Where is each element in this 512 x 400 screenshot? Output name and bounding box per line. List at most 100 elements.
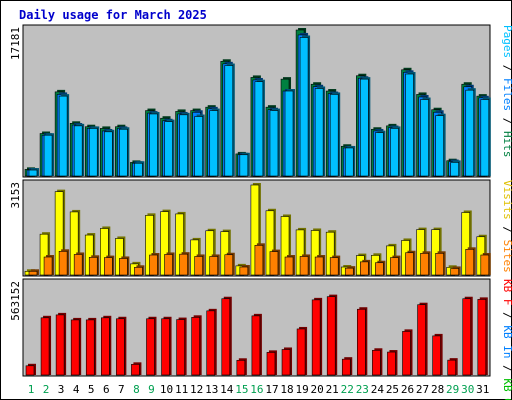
chart-title: Daily usage for March 2025 (19, 8, 207, 22)
bar-kbf (402, 329, 413, 376)
bar-kbf (191, 315, 202, 376)
bar-pages-face (58, 95, 68, 177)
bar-pages-face (164, 121, 173, 177)
bar-pages (104, 129, 115, 177)
bar-pages-face (435, 115, 444, 177)
x-tick-label: 22 (341, 383, 354, 396)
legend-entry: Files (501, 78, 512, 111)
bar-sites-face (239, 266, 249, 276)
bar-sites-face (435, 253, 444, 276)
bar-pages (329, 92, 341, 177)
bar-kbf-face (40, 317, 50, 376)
bar-sites (179, 252, 190, 276)
bar-kbf (161, 316, 172, 376)
bar-sites-face (224, 254, 234, 276)
bar-sites (420, 251, 431, 276)
bar-pages-face (239, 154, 249, 177)
legend-entry: / (501, 58, 512, 78)
x-tick-label: 16 (250, 383, 263, 396)
bar-pages (119, 127, 130, 177)
x-tick-label: 20 (311, 383, 324, 396)
bar-pages (375, 130, 386, 177)
bar-kbf (146, 316, 157, 376)
bar-sites (390, 255, 401, 276)
legend-entry: Pages (501, 25, 512, 58)
bar-sites-face (360, 261, 369, 276)
x-tick-label: 21 (326, 383, 339, 396)
bar-kbf-face (236, 359, 246, 376)
x-tick-label: 7 (118, 383, 125, 396)
bar-kbf-face (206, 310, 216, 376)
bar-pages (284, 89, 296, 177)
bar-pages-face (119, 128, 128, 177)
x-tick-label: 9 (148, 383, 155, 396)
panel-legend: Pages / Files / Hits (501, 25, 512, 158)
bar-sites (329, 255, 341, 276)
x-tick-label: 1 (28, 383, 35, 396)
x-tick-label: 5 (88, 383, 95, 396)
bar-sites (43, 255, 55, 276)
bar-pages (58, 94, 70, 177)
bar-sites (224, 252, 235, 276)
bar-pages (73, 123, 85, 177)
bar-kbf-face (251, 315, 261, 376)
bar-pages (254, 79, 265, 177)
bar-kbf-face (266, 352, 276, 376)
bar-sites-face (58, 251, 68, 276)
x-tick-label: 4 (73, 383, 80, 396)
bar-pages (164, 119, 175, 177)
bar-pages-face (28, 169, 38, 177)
bar-sites-face (375, 262, 384, 276)
bar-kbf-face (417, 304, 426, 376)
bar-sites-face (179, 253, 188, 276)
bar-sites-face (149, 254, 158, 276)
panel-bars (24, 183, 491, 276)
bar-sites-face (134, 266, 143, 276)
bar-pages-face (284, 90, 294, 177)
x-tick-label: 15 (235, 383, 248, 396)
bar-sites (465, 247, 476, 276)
bar-kbf (40, 315, 52, 376)
bar-pages (435, 113, 446, 177)
bar-sites (149, 253, 160, 276)
bar-pages (179, 112, 190, 177)
panel-visits-sites: 3153 Visits / Sites (9, 179, 512, 277)
bar-pages-face (254, 81, 264, 177)
bar-kbf (236, 358, 247, 376)
bar-sites-face (450, 268, 459, 276)
bar-sites-face (329, 257, 339, 276)
panel-bars (24, 28, 491, 177)
bar-pages-face (299, 37, 309, 177)
bar-kbf (281, 347, 293, 376)
bar-pages (43, 133, 55, 177)
bar-pages-face (465, 89, 475, 177)
bar-sites (360, 259, 371, 276)
bar-sites (164, 252, 175, 276)
bar-sites-face (390, 257, 399, 276)
legend-entry: / (501, 359, 512, 379)
bar-pages-face (405, 73, 414, 177)
legend-entry: / (501, 220, 512, 240)
bar-kbf (372, 348, 383, 376)
bar-pages-face (269, 110, 279, 177)
bar-pages (209, 108, 220, 177)
bar-kbf (176, 317, 187, 376)
bar-sites (73, 252, 85, 276)
bar-pages (269, 108, 280, 177)
bar-kbf-face (70, 319, 80, 376)
bar-kbf (131, 362, 142, 376)
bar-sites (194, 254, 205, 276)
x-tick-label: 18 (280, 383, 293, 396)
bar-pages-face (73, 125, 83, 177)
bar-sites-face (405, 252, 414, 276)
bar-kbf-face (176, 319, 185, 376)
bar-sites-face (254, 245, 264, 276)
bar-kbf-face (131, 364, 140, 376)
bar-sites (299, 254, 311, 276)
bar-sites-face (73, 254, 83, 276)
bar-kbf (85, 317, 97, 376)
bar-kbf-face (191, 317, 200, 376)
legend-entry: KB In (501, 325, 512, 358)
